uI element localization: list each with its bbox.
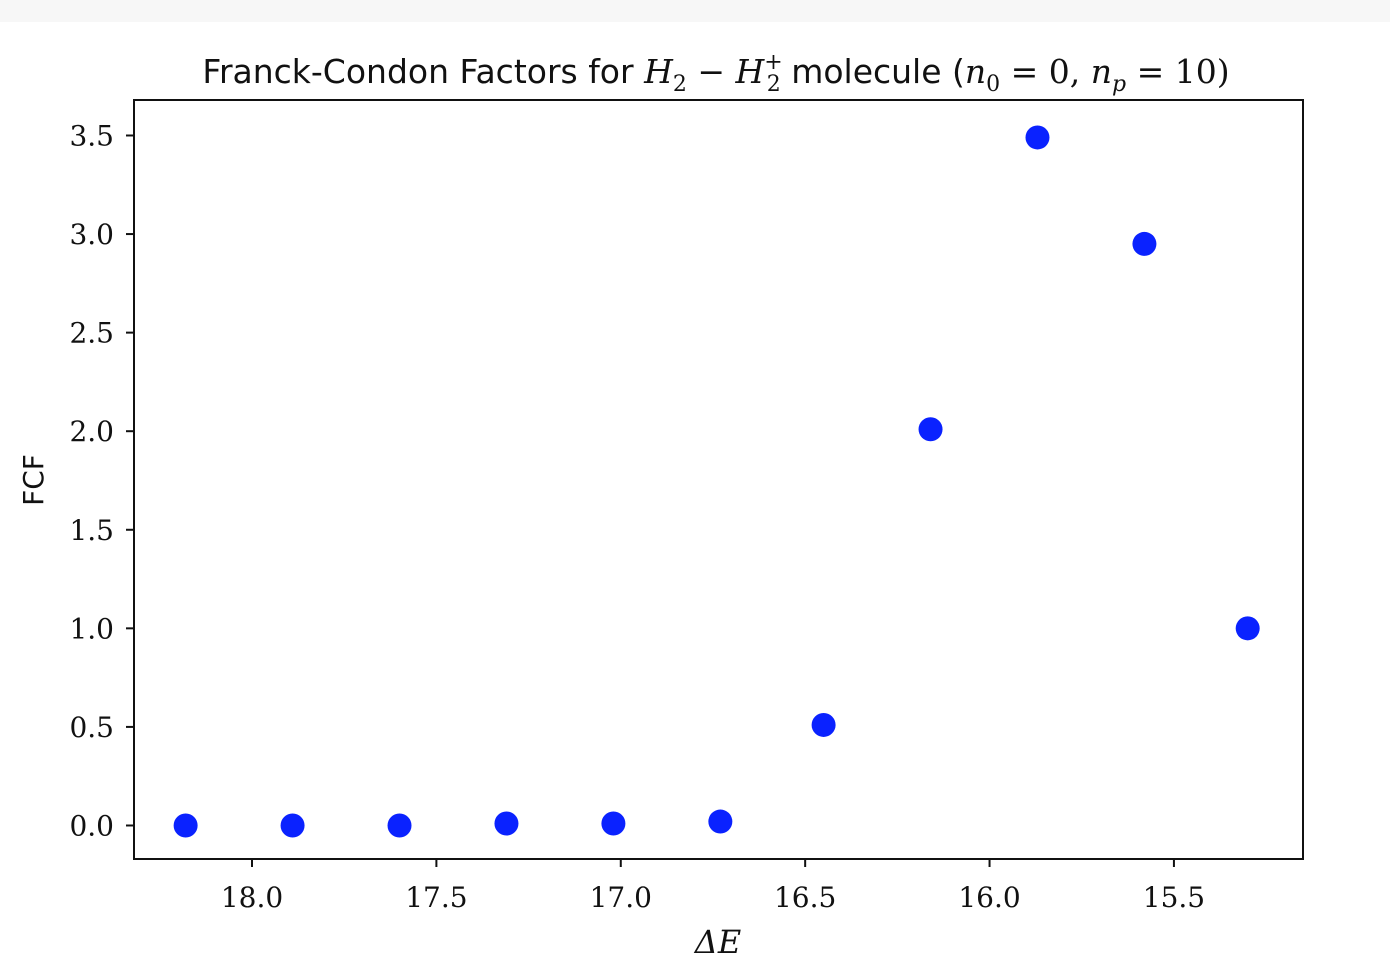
y-tick-label: 0.5 <box>69 711 114 744</box>
y-tick-label: 2.5 <box>69 317 114 350</box>
y-tick-label: 1.5 <box>69 514 114 547</box>
x-tick-label: 16.0 <box>958 881 1020 914</box>
data-point <box>387 813 412 838</box>
x-tick-label: 17.0 <box>590 881 652 914</box>
y-tick-label: 3.0 <box>69 218 114 251</box>
data-point <box>173 813 198 838</box>
data-point <box>601 811 626 836</box>
y-tick-label: 0.0 <box>69 809 114 842</box>
data-point <box>1235 616 1260 641</box>
x-tick-label: 15.5 <box>1143 881 1205 914</box>
data-point <box>708 809 733 834</box>
data-point <box>1132 231 1157 256</box>
top-strip <box>0 0 1390 22</box>
chart-title: Franck-Condon Factors for H2 − H+ 2 molec… <box>202 50 1229 97</box>
x-tick-label: 18.0 <box>221 881 283 914</box>
y-axis: 0.0 0.5 1.0 1.5 2.0 2.5 3.0 3.5 <box>69 119 134 842</box>
x-tick-label: 17.5 <box>405 881 467 914</box>
data-point <box>280 813 305 838</box>
y-axis-label: FCF <box>17 454 50 506</box>
plot-frame <box>133 99 1304 860</box>
data-points <box>173 125 1260 838</box>
data-point <box>811 712 836 737</box>
x-axis-label: ΔE <box>693 923 741 961</box>
x-tick-label: 16.5 <box>774 881 836 914</box>
data-point <box>918 417 943 442</box>
x-axis: 18.0 17.5 17.0 16.5 16.0 15.5 <box>221 859 1205 914</box>
y-tick-label: 3.5 <box>69 119 114 152</box>
data-point <box>494 811 519 836</box>
y-tick-label: 1.0 <box>69 612 114 645</box>
data-point <box>1025 125 1050 150</box>
y-tick-label: 2.0 <box>69 415 114 448</box>
